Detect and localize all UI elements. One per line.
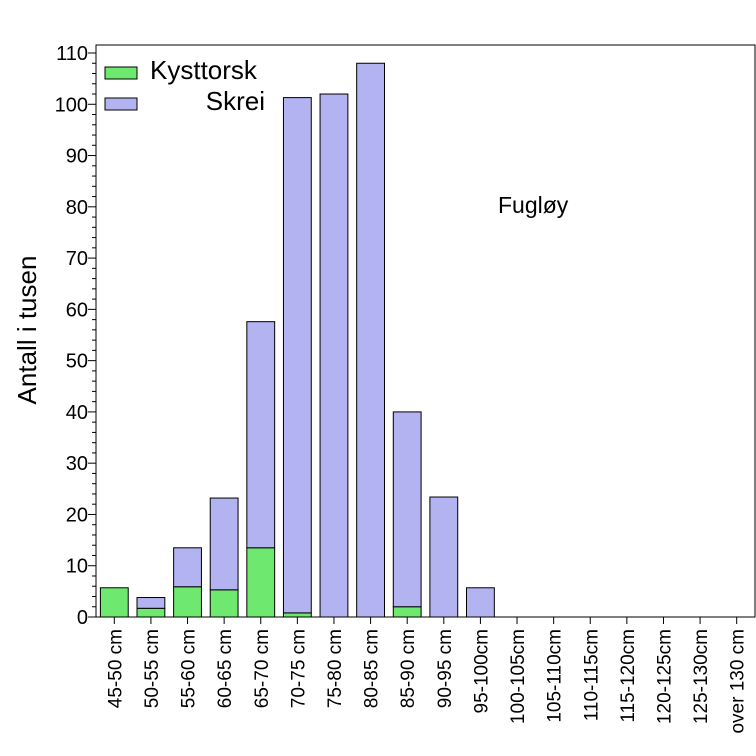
bar-kysttorsk-8	[392, 606, 422, 618]
x-tick-label: 50-55 cm	[142, 629, 163, 708]
x-tick-label: 115-120cm	[618, 629, 639, 723]
plot-frame	[95, 44, 756, 618]
x-tick-label: 110-115cm	[581, 629, 602, 721]
x-tick-label: 70-75 cm	[288, 629, 309, 708]
y-tick-label: 70	[66, 248, 88, 270]
bar-skrei-6	[319, 93, 349, 618]
annotation-location: Fugløy	[498, 192, 569, 218]
y-tick-label: 50	[66, 351, 88, 373]
plot-area	[95, 44, 756, 618]
y-axis-title: Antall i tusen	[12, 256, 42, 405]
legend-swatch-kysttorsk	[104, 66, 138, 80]
bar-skrei-9	[429, 496, 459, 618]
bar-kysttorsk-2	[173, 586, 202, 618]
bar-kysttorsk-5	[282, 612, 312, 618]
x-tick-label: 90-95 cm	[435, 629, 456, 708]
y-tick-label: 40	[66, 402, 88, 424]
y-tick-label: 90	[66, 146, 88, 168]
bar-skrei-1	[136, 597, 166, 609]
bar-skrei-7	[356, 62, 385, 618]
x-tick-label: 85-90 cm	[398, 629, 419, 708]
x-tick-label: 100-105cm	[508, 629, 529, 724]
bar-kysttorsk-3	[209, 589, 239, 618]
y-axis: 0 10 20 30 40 50 60 70 80 90 100 110	[55, 43, 96, 629]
legend-label-kysttorsk: Kysttorsk	[150, 55, 258, 85]
x-tick-label: 55-60 cm	[179, 629, 200, 708]
x-tick-label: 45-50 cm	[105, 629, 126, 708]
bar-kysttorsk-4	[246, 547, 276, 618]
legend-label-skrei: Skrei	[206, 86, 265, 116]
bar-skrei-8	[392, 411, 422, 608]
y-tick-label: 10	[66, 556, 88, 578]
x-tick-label: 125-130cm	[691, 629, 712, 724]
y-tick-label: 30	[66, 453, 88, 475]
x-tick-label: 105-110cm	[545, 629, 566, 723]
x-tick-label: 80-85 cm	[362, 629, 383, 708]
x-axis: 45-50 cm 50-55 cm 55-60 cm 60-65 cm 65-70 cm…	[105, 617, 749, 734]
bar-kysttorsk-0	[99, 587, 129, 618]
y-tick-label: 100	[55, 94, 88, 116]
bar-skrei-2	[173, 547, 202, 588]
bar-kysttorsk-1	[136, 607, 166, 618]
x-tick-label: 95-100cm	[471, 629, 492, 714]
bar-skrei-3	[209, 497, 239, 591]
bars	[99, 62, 495, 618]
legend-swatch-skrei	[104, 97, 138, 111]
y-tick-label: 20	[66, 504, 88, 526]
x-tick-label: over 130 cm	[728, 629, 749, 734]
x-tick-label: 75-80 cm	[325, 629, 346, 708]
x-tick-label: 60-65 cm	[215, 629, 236, 708]
x-tick-label: 65-70 cm	[252, 629, 273, 708]
y-tick-label: 60	[66, 299, 88, 321]
y-tick-label: 80	[66, 197, 88, 219]
y-tick-label: 110	[56, 43, 88, 65]
x-tick-label: 120-125cm	[654, 629, 675, 724]
bar-skrei-5	[282, 97, 312, 614]
bar-skrei-4	[246, 321, 276, 549]
bar-skrei-10	[466, 587, 495, 618]
y-tick-label: 0	[77, 607, 88, 629]
